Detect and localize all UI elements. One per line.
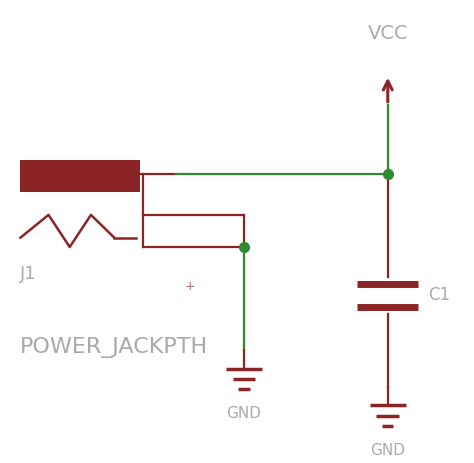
Text: GND: GND <box>370 443 405 457</box>
Text: POWER_JACKPTH: POWER_JACKPTH <box>20 337 209 357</box>
Text: GND: GND <box>227 406 262 421</box>
Bar <box>20 160 140 192</box>
Text: C1: C1 <box>428 286 450 304</box>
Text: +: + <box>184 280 195 293</box>
Text: VCC: VCC <box>367 24 408 43</box>
Text: J1: J1 <box>20 265 37 283</box>
